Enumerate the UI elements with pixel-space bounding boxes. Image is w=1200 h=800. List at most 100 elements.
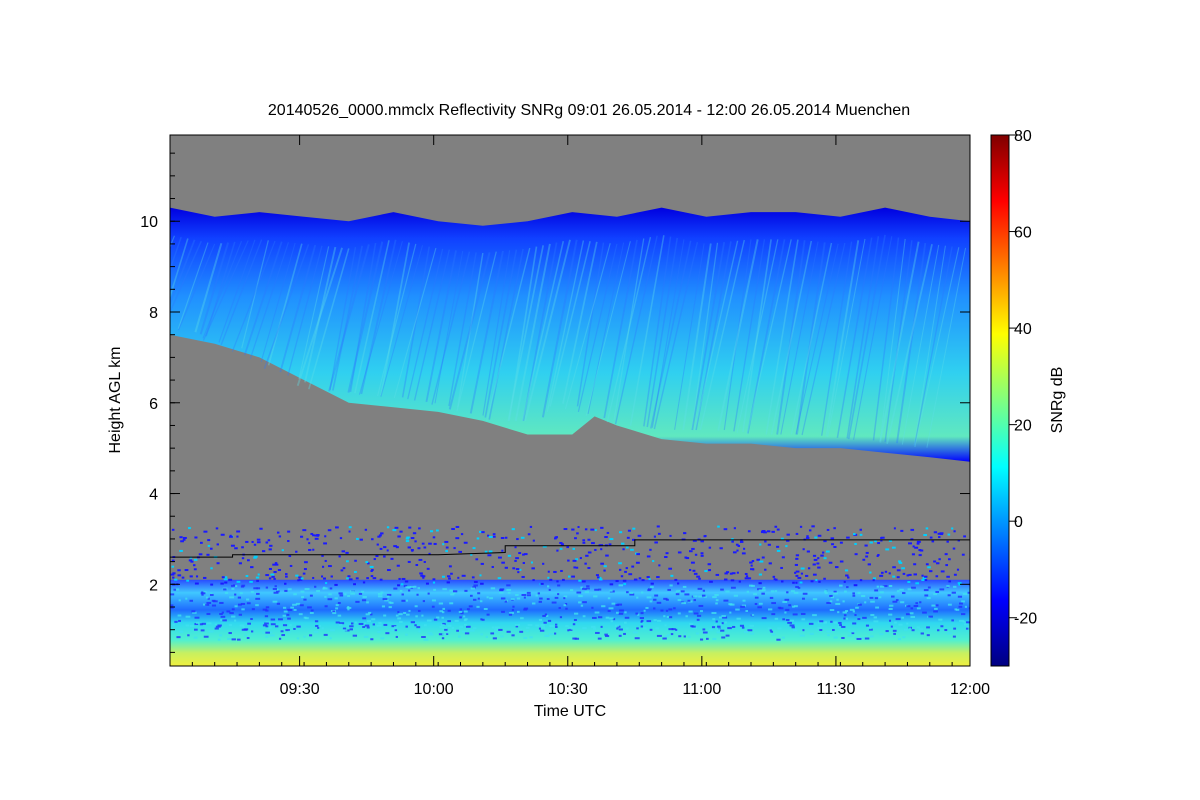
clutter-pixel bbox=[287, 540, 290, 543]
clutter-pixel bbox=[488, 535, 493, 538]
fall-streak bbox=[836, 237, 873, 438]
clutter-pixel bbox=[303, 616, 307, 619]
clutter-pixel bbox=[908, 627, 912, 630]
clutter-pixel bbox=[906, 605, 911, 608]
clutter-pixel bbox=[839, 541, 843, 544]
clutter-pixel bbox=[668, 616, 673, 619]
clutter-pixel bbox=[192, 611, 197, 614]
clutter-pixel bbox=[946, 585, 950, 588]
clutter-pixel bbox=[223, 588, 227, 591]
clutter-pixel bbox=[246, 598, 250, 601]
clutter-pixel bbox=[772, 575, 776, 578]
clutter-pixel bbox=[623, 632, 626, 635]
clutter-pixel bbox=[736, 571, 739, 574]
clutter-pixel bbox=[683, 532, 687, 535]
clutter-pixel bbox=[486, 613, 490, 616]
clutter-pixel bbox=[598, 588, 602, 591]
clutter-pixel bbox=[418, 558, 423, 561]
clutter-pixel bbox=[364, 528, 368, 531]
clutter-pixel bbox=[582, 539, 586, 542]
fall-streak bbox=[694, 240, 739, 431]
clutter-pixel bbox=[265, 574, 269, 577]
clutter-pixel bbox=[426, 619, 432, 622]
clutter-pixel bbox=[480, 633, 484, 636]
clutter-pixel bbox=[338, 555, 341, 558]
clutter-pixel bbox=[578, 579, 582, 582]
clutter-pixel bbox=[951, 619, 954, 622]
clutter-pixel bbox=[721, 622, 724, 625]
clutter-pixel bbox=[560, 543, 564, 546]
clutter-pixel bbox=[802, 592, 808, 595]
clutter-pixel bbox=[714, 593, 719, 596]
fall-streak bbox=[606, 236, 652, 423]
clutter-pixel bbox=[624, 570, 627, 573]
clutter-pixel bbox=[338, 623, 343, 626]
clutter-pixel bbox=[751, 560, 755, 563]
clutter-pixel bbox=[774, 617, 779, 620]
clutter-pixel bbox=[174, 620, 178, 623]
clutter-pixel bbox=[685, 557, 690, 560]
clutter-pixel bbox=[889, 604, 894, 607]
clutter-pixel bbox=[571, 528, 575, 531]
clutter-pixel bbox=[348, 578, 353, 581]
fall-streak bbox=[780, 241, 819, 435]
clutter-pixel bbox=[256, 587, 261, 590]
clutter-pixel bbox=[695, 632, 699, 635]
clutter-pixel bbox=[206, 553, 210, 556]
fall-streak bbox=[801, 242, 846, 436]
clutter-pixel bbox=[295, 602, 301, 605]
clutter-pixel bbox=[423, 560, 426, 563]
clutter-pixel bbox=[810, 632, 814, 635]
clutter-pixel bbox=[603, 569, 606, 572]
fall-streak bbox=[456, 252, 484, 408]
clutter-pixel bbox=[681, 602, 686, 605]
clutter-pixel bbox=[579, 557, 582, 560]
clutter-pixel bbox=[480, 600, 483, 603]
clutter-pixel bbox=[768, 562, 772, 565]
clutter-pixel bbox=[870, 614, 875, 617]
clutter-pixel bbox=[446, 631, 451, 634]
clutter-pixel bbox=[938, 618, 943, 621]
fall-streak bbox=[488, 248, 524, 420]
clutter-pixel bbox=[520, 536, 525, 539]
clutter-pixel bbox=[366, 601, 369, 604]
clutter-pixel bbox=[635, 612, 639, 615]
clutter-pixel bbox=[508, 613, 513, 616]
clutter-pixel bbox=[314, 534, 317, 537]
clutter-pixel bbox=[267, 627, 272, 630]
clutter-pixel bbox=[757, 588, 762, 591]
clutter-pixel bbox=[641, 591, 644, 594]
clutter-pixel bbox=[611, 602, 616, 605]
clutter-pixel bbox=[916, 542, 920, 545]
clutter-pixel bbox=[934, 607, 938, 610]
clutter-pixel bbox=[867, 563, 871, 566]
clutter-pixel bbox=[614, 624, 620, 627]
clutter-pixel bbox=[795, 557, 799, 560]
clutter-pixel bbox=[392, 627, 397, 630]
clutter-pixel bbox=[563, 528, 568, 531]
clutter-pixel bbox=[190, 624, 194, 627]
clutter-pixel bbox=[700, 552, 704, 555]
clutter-pixel bbox=[649, 600, 653, 603]
clutter-pixel bbox=[823, 621, 827, 624]
clutter-pixel bbox=[391, 629, 395, 632]
clutter-pixel bbox=[845, 574, 849, 577]
clutter-pixel bbox=[439, 625, 443, 628]
clutter-pixel bbox=[193, 558, 198, 561]
fall-streak bbox=[691, 242, 719, 431]
clutter-pixel bbox=[926, 597, 931, 600]
fall-streak bbox=[220, 239, 263, 346]
clutter-pixel bbox=[267, 539, 271, 542]
x-tick-label: 09:30 bbox=[280, 681, 320, 698]
clutter-pixel bbox=[862, 616, 867, 619]
clutter-pixel bbox=[879, 591, 884, 594]
clutter-pixel bbox=[935, 575, 939, 578]
clutter-pixel bbox=[854, 614, 857, 617]
clutter-pixel bbox=[739, 624, 745, 627]
clutter-pixel bbox=[648, 578, 651, 581]
clutter-pixel bbox=[758, 602, 763, 605]
clutter-pixel bbox=[758, 573, 762, 576]
clutter-pixel bbox=[555, 625, 558, 628]
clutter-pixel bbox=[553, 570, 557, 573]
clutter-pixel bbox=[350, 592, 356, 595]
